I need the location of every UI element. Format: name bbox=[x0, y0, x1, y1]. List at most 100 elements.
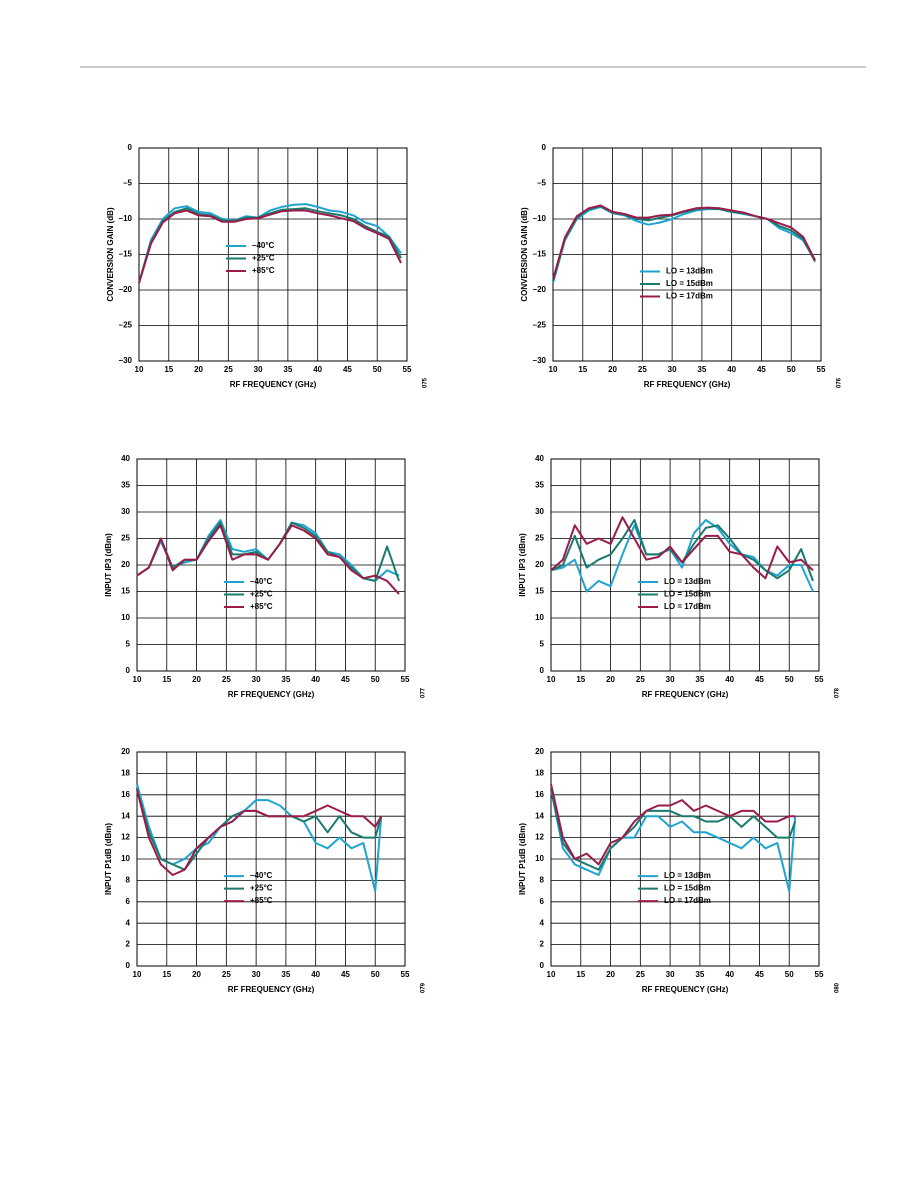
x-tick-label: 40 bbox=[313, 365, 322, 374]
y-tick-label: 10 bbox=[121, 613, 130, 622]
y-axis-label: INPUT IP3 (dBm) bbox=[518, 533, 527, 597]
chart: 10 15 20 25 30 35 40 45 50 55 –30 –25 –20 –15 –10 –5 0 –4… bbox=[106, 143, 428, 389]
legend-label: LO = 17dBm bbox=[666, 292, 713, 301]
x-tick-label: 45 bbox=[757, 365, 766, 374]
legend-label: +25°C bbox=[252, 254, 275, 263]
legend-label: LO = 17dBm bbox=[664, 602, 711, 611]
x-tick-label: 35 bbox=[283, 365, 292, 374]
plot-frame bbox=[136, 458, 406, 672]
y-tick-label: 0 bbox=[126, 666, 131, 675]
plot-frame bbox=[136, 751, 406, 967]
y-tick-label: –10 bbox=[119, 214, 133, 223]
series-line bbox=[138, 203, 402, 284]
y-tick-label: –10 bbox=[533, 214, 547, 223]
series-line bbox=[552, 204, 816, 280]
y-tick-label: –30 bbox=[119, 356, 133, 365]
figure-id: 076 bbox=[837, 377, 843, 388]
x-tick-label: 30 bbox=[252, 675, 261, 684]
series-line bbox=[550, 783, 796, 866]
x-tick-label: 50 bbox=[787, 365, 796, 374]
y-tick-label: 2 bbox=[126, 940, 131, 949]
x-tick-label: 15 bbox=[578, 365, 587, 374]
x-tick-label: 30 bbox=[666, 675, 675, 684]
legend-label: LO = 17dBm bbox=[664, 896, 711, 905]
y-axis-label: CONVERSION GAIN (dB) bbox=[106, 207, 115, 302]
legend-label: –40°C bbox=[250, 871, 273, 880]
plot-frame bbox=[138, 147, 408, 362]
y-tick-label: 8 bbox=[126, 876, 131, 885]
x-tick-label: 30 bbox=[666, 970, 675, 979]
x-tick-label: 50 bbox=[371, 675, 380, 684]
y-tick-label: 0 bbox=[540, 961, 545, 970]
y-axis-label: CONVERSION GAIN (dB) bbox=[520, 207, 529, 302]
x-tick-label: 55 bbox=[815, 675, 824, 684]
plot-frame bbox=[550, 751, 820, 967]
x-tick-label: 25 bbox=[222, 675, 231, 684]
y-tick-label: 15 bbox=[535, 587, 544, 596]
figure-id: 075 bbox=[423, 377, 429, 388]
x-tick-label: 25 bbox=[638, 365, 647, 374]
y-tick-label: 10 bbox=[121, 854, 130, 863]
y-tick-label: –20 bbox=[119, 285, 133, 294]
y-tick-label: 10 bbox=[535, 613, 544, 622]
y-tick-label: 12 bbox=[535, 833, 544, 842]
x-tick-label: 20 bbox=[608, 365, 617, 374]
x-axis-label: RF FREQUENCY (GHz) bbox=[228, 690, 315, 699]
figure-id: 080 bbox=[835, 982, 841, 993]
legend-label: LO = 15dBm bbox=[664, 884, 711, 893]
series-line bbox=[550, 516, 814, 580]
y-tick-label: 40 bbox=[535, 454, 544, 463]
x-tick-label: 20 bbox=[606, 970, 615, 979]
plot-frame bbox=[552, 147, 822, 362]
x-tick-label: 35 bbox=[281, 675, 290, 684]
series-line bbox=[138, 207, 402, 284]
y-axis-label: INPUT IP3 (dBm) bbox=[104, 533, 113, 597]
x-tick-label: 50 bbox=[371, 970, 380, 979]
x-tick-label: 45 bbox=[755, 675, 764, 684]
plot-frame bbox=[550, 458, 820, 672]
x-tick-label: 30 bbox=[668, 365, 677, 374]
series-line bbox=[138, 209, 402, 284]
x-tick-label: 50 bbox=[785, 675, 794, 684]
x-tick-label: 25 bbox=[222, 970, 231, 979]
y-tick-label: –5 bbox=[123, 179, 132, 188]
y-axis-label: INPUT P1dB (dBm) bbox=[104, 823, 113, 895]
y-tick-label: 25 bbox=[535, 534, 544, 543]
x-tick-label: 25 bbox=[636, 675, 645, 684]
y-tick-label: 20 bbox=[121, 560, 130, 569]
x-axis-label: RF FREQUENCY (GHz) bbox=[642, 690, 729, 699]
x-tick-label: 15 bbox=[576, 970, 585, 979]
series-line bbox=[550, 789, 797, 871]
y-tick-label: 5 bbox=[540, 640, 545, 649]
y-tick-label: 16 bbox=[535, 790, 544, 799]
x-tick-label: 10 bbox=[133, 675, 142, 684]
y-tick-label: 6 bbox=[540, 897, 545, 906]
y-tick-label: 30 bbox=[121, 507, 130, 516]
y-tick-label: 18 bbox=[121, 769, 130, 778]
legend-label: –40°C bbox=[250, 577, 273, 586]
x-tick-label: 25 bbox=[224, 365, 233, 374]
x-tick-label: 55 bbox=[817, 365, 826, 374]
figure-id: 077 bbox=[421, 687, 427, 698]
y-axis-label: INPUT P1dB (dBm) bbox=[518, 823, 527, 895]
series-line bbox=[136, 783, 383, 893]
legend-label: LO = 13dBm bbox=[666, 267, 713, 276]
x-tick-label: 40 bbox=[311, 675, 320, 684]
series-line bbox=[136, 524, 400, 595]
legend-label: LO = 15dBm bbox=[664, 590, 711, 599]
legend-label: LO = 13dBm bbox=[664, 871, 711, 880]
chart: 10 15 20 25 30 35 40 45 50 55 –30 –25 –20 –15 –10 –5 0 LO… bbox=[520, 143, 842, 389]
y-tick-label: 25 bbox=[121, 534, 130, 543]
x-tick-label: 35 bbox=[695, 675, 704, 684]
x-tick-label: 35 bbox=[695, 970, 704, 979]
y-tick-label: –25 bbox=[533, 321, 547, 330]
legend-label: +85°C bbox=[250, 896, 273, 905]
x-tick-label: 15 bbox=[164, 365, 173, 374]
x-tick-label: 20 bbox=[192, 970, 201, 979]
y-tick-label: 5 bbox=[126, 640, 131, 649]
y-tick-label: 30 bbox=[535, 507, 544, 516]
legend-label: +25°C bbox=[250, 884, 273, 893]
series-line bbox=[136, 789, 383, 871]
y-tick-label: 4 bbox=[126, 918, 131, 927]
